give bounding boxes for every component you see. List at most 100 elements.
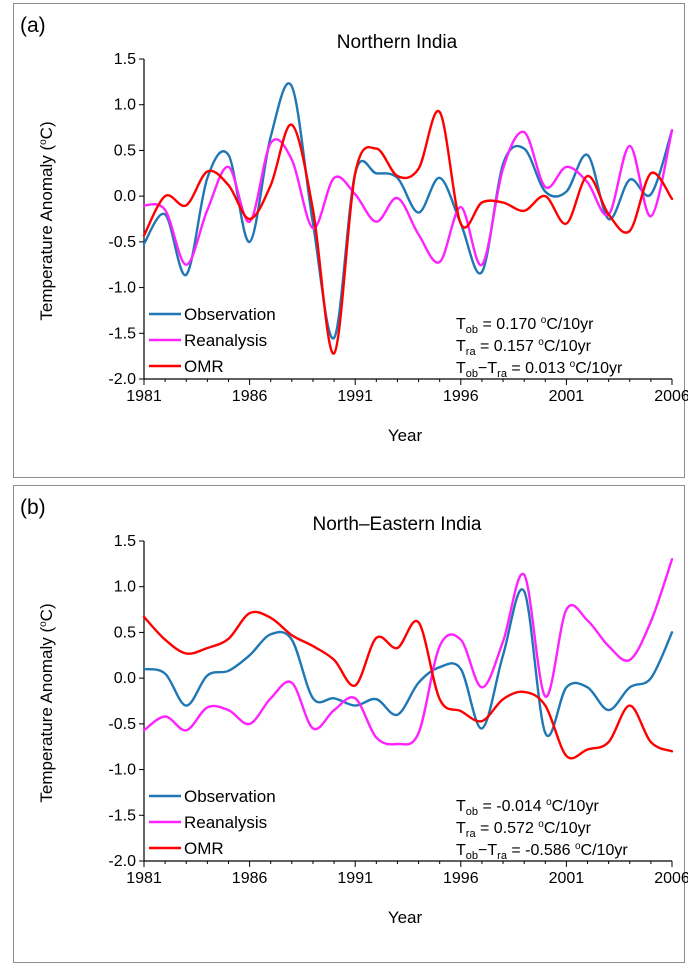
data-point-reanalysis — [566, 166, 567, 167]
x-tick-label: 1996 — [443, 870, 479, 887]
x-axis-title: Year — [388, 908, 423, 927]
data-point-reanalysis — [312, 728, 313, 729]
data-point-omr — [333, 659, 334, 660]
data-point-reanalysis — [207, 209, 208, 210]
data-point-reanalysis — [671, 130, 672, 131]
y-tick-label: -0.5 — [108, 716, 136, 733]
data-point-observation — [524, 148, 525, 149]
trend-annotation: Tob = 0.170 oC/10yr — [456, 315, 594, 336]
data-point-observation — [439, 667, 440, 668]
data-point-reanalysis — [249, 723, 250, 724]
data-point-omr — [566, 223, 567, 224]
data-point-reanalysis — [333, 177, 334, 178]
data-point-omr — [460, 223, 461, 224]
data-point-omr — [376, 637, 377, 638]
data-point-omr — [587, 749, 588, 750]
data-point-reanalysis — [355, 698, 356, 699]
data-point-observation — [249, 655, 250, 656]
data-point-omr — [270, 617, 271, 618]
data-point-observation — [355, 705, 356, 706]
data-point-reanalysis — [270, 143, 271, 144]
data-point-reanalysis — [270, 698, 271, 699]
y-tick-label: 1.0 — [114, 579, 136, 596]
data-point-reanalysis — [397, 743, 398, 744]
data-point-reanalysis — [355, 194, 356, 195]
data-point-omr — [629, 230, 630, 231]
x-tick-label: 2006 — [654, 870, 688, 887]
data-point-reanalysis — [650, 621, 651, 622]
panel-label: (a) — [20, 14, 46, 37]
data-point-reanalysis — [165, 209, 166, 210]
data-point-reanalysis — [207, 707, 208, 708]
series-line-observation — [142, 82, 674, 340]
data-point-observation — [587, 687, 588, 688]
data-point-observation — [418, 212, 419, 213]
data-point-observation — [587, 154, 588, 155]
data-point-reanalysis — [439, 646, 440, 647]
legend-label-observation: Observation — [184, 787, 276, 806]
data-point-observation — [165, 673, 166, 674]
y-tick-label: -1.0 — [108, 280, 136, 297]
data-point-observation — [439, 177, 440, 178]
data-point-omr — [333, 353, 334, 354]
data-point-omr — [481, 721, 482, 722]
data-point-reanalysis — [228, 710, 229, 711]
data-point-omr — [566, 755, 567, 756]
legend-label-omr: OMR — [184, 357, 224, 376]
x-axis-title: Year — [388, 426, 423, 445]
data-point-omr — [165, 196, 166, 197]
data-point-reanalysis — [418, 234, 419, 235]
data-point-omr — [186, 205, 187, 206]
y-axis-title: Temperature Anomaly (oC) — [37, 603, 56, 802]
data-point-reanalysis — [545, 696, 546, 697]
data-point-reanalysis — [671, 559, 672, 560]
x-tick-label: 1986 — [232, 388, 268, 405]
data-point-observation — [650, 678, 651, 679]
data-point-omr — [207, 647, 208, 648]
data-point-omr — [143, 616, 144, 617]
data-point-omr — [545, 705, 546, 706]
data-point-observation — [481, 271, 482, 272]
y-tick-label: 0.5 — [114, 142, 136, 159]
data-point-reanalysis — [629, 659, 630, 660]
data-point-observation — [671, 632, 672, 633]
data-point-reanalysis — [228, 166, 229, 167]
data-point-reanalysis — [143, 205, 144, 206]
x-tick-label: 2001 — [549, 870, 585, 887]
data-point-observation — [608, 710, 609, 711]
data-point-reanalysis — [502, 641, 503, 642]
data-point-reanalysis — [608, 646, 609, 647]
data-point-observation — [143, 668, 144, 669]
series-line-reanalysis — [142, 558, 674, 746]
data-point-omr — [608, 742, 609, 743]
trend-annotation: Tob−Tra = 0.013 oC/10yr — [456, 359, 623, 380]
data-point-reanalysis — [460, 639, 461, 640]
data-point-omr — [418, 622, 419, 623]
data-point-reanalysis — [143, 730, 144, 731]
x-tick-label: 1991 — [337, 388, 373, 405]
data-point-observation — [545, 732, 546, 733]
data-point-observation — [650, 194, 651, 195]
legend-label-observation: Observation — [184, 305, 276, 324]
data-point-omr — [291, 635, 292, 636]
y-tick-label: 0.0 — [114, 188, 136, 205]
data-point-omr — [228, 638, 229, 639]
data-point-omr — [143, 235, 144, 236]
y-tick-label: 1.5 — [114, 533, 136, 550]
data-point-reanalysis — [587, 182, 588, 183]
trend-annotation: Tra = 0.157 oC/10yr — [456, 337, 592, 358]
data-point-observation — [566, 191, 567, 192]
chart-a: (a) Northern India -2.0 -1.5 -1.0 -0.5 0.0 0.5 1… — [20, 14, 688, 445]
y-tick-label: 1.5 — [114, 51, 136, 68]
data-point-observation — [333, 698, 334, 699]
data-point-omr — [502, 699, 503, 700]
y-tick-label: -1.0 — [108, 762, 136, 779]
data-point-observation — [291, 86, 292, 87]
x-tick-label: 1996 — [443, 388, 479, 405]
data-point-reanalysis — [397, 197, 398, 198]
data-point-observation — [566, 687, 567, 688]
data-point-omr — [671, 751, 672, 752]
x-tick-label: 1981 — [126, 870, 162, 887]
data-point-observation — [460, 668, 461, 669]
data-point-omr — [502, 202, 503, 203]
